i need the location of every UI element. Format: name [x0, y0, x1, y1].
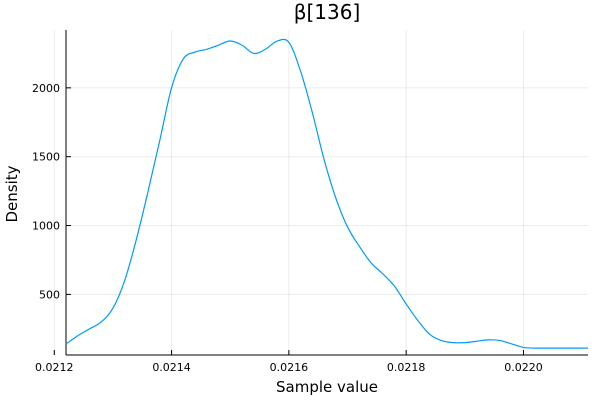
series-group: [65, 38, 588, 349]
y-tick-label-2: 1500: [32, 151, 60, 164]
y-tick-label-0: 500: [39, 288, 60, 301]
y-tick-label-3: 2000: [32, 82, 60, 95]
x-tick-label-0: 0.0212: [35, 361, 74, 374]
x-tick-label-2: 0.0216: [270, 361, 309, 374]
y-tick-label-1: 1000: [32, 220, 60, 233]
y-axis-ticks: 500 1000 1500 2000: [32, 82, 71, 301]
x-tick-label-4: 0.0220: [504, 361, 543, 374]
axes: [65, 30, 588, 356]
grid: [53, 30, 588, 355]
x-axis-label: Sample value: [276, 378, 378, 396]
chart-title: β[136]: [294, 0, 361, 24]
density-line-series-0: [65, 38, 588, 349]
y-axis-label: Density: [3, 165, 21, 222]
x-axis-ticks: 0.0212 0.0214 0.0216 0.0218 0.0220: [35, 350, 543, 374]
x-tick-label-1: 0.0214: [152, 361, 191, 374]
x-tick-label-3: 0.0218: [387, 361, 426, 374]
